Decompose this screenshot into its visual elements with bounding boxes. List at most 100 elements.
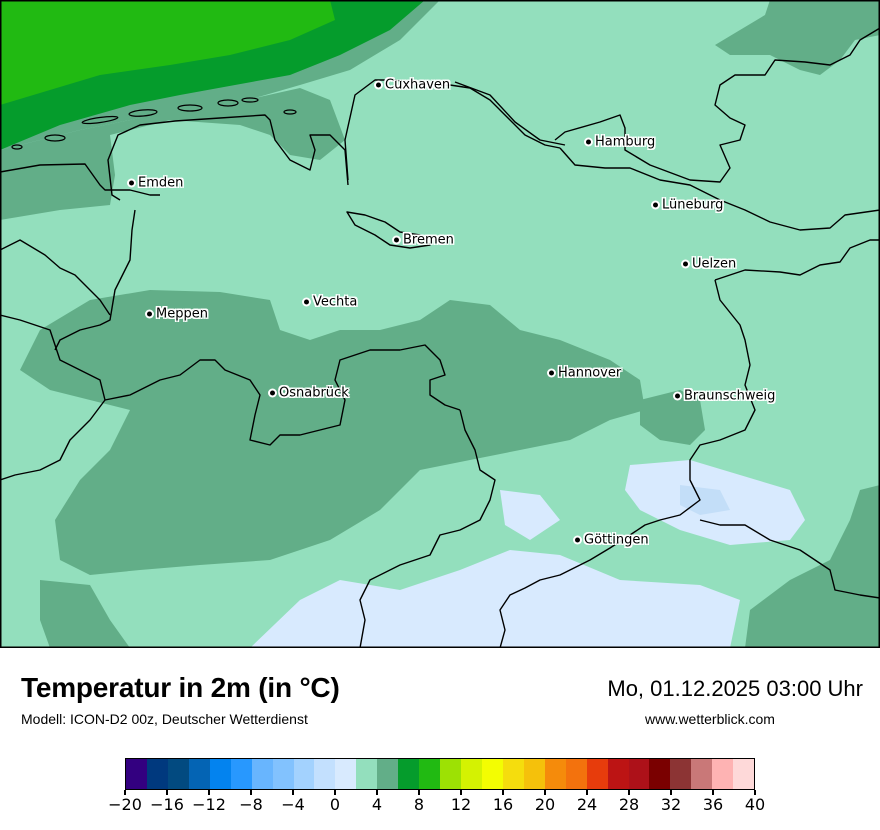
border-nl-north [0,239,111,316]
tick-label: 8 [413,795,425,814]
tick-label: 36 [702,795,724,814]
map-canvas [0,0,880,648]
cold-area-south [250,550,740,648]
tick-mark [166,790,168,795]
tick-mark [628,790,630,795]
city-marker-lueneburg: Lüneburg [653,198,723,213]
cold-core [680,485,730,515]
city-marker-braunschweig: Braunschweig [675,389,775,404]
tick-label: 24 [576,795,598,814]
tick-mark [670,790,672,795]
colorbar-segment [481,759,503,789]
colorbar-segment [691,759,713,789]
colorbar-segment [126,759,147,789]
colorbar-segment [419,759,441,789]
city-label: Cuxhaven [385,77,451,93]
city-label: Lüneburg [662,197,724,213]
city-dot-icon [270,390,275,396]
tick-label: 40 [744,795,766,814]
colorbar-segment [335,759,357,789]
colorbar-segment [607,759,629,789]
southeast-4-6 [745,485,880,648]
tick-label: −8 [239,795,263,814]
colorbar-segment [649,759,671,789]
colorbar-segment [356,759,378,789]
city-dot-icon [575,537,580,543]
city-dot-icon [304,299,309,305]
tick-label: −16 [150,795,184,814]
elbe-river [454,81,566,146]
border-nrw-south [359,409,496,648]
tick-mark [376,790,378,795]
city-marker-hannover: Hannover [549,366,621,381]
border-netherlands [0,314,106,481]
border-nrw [104,344,461,446]
tick-mark [334,790,336,795]
colorbar-segment [544,759,566,789]
colorbar-segment [461,759,482,789]
colorbar-segment [377,759,399,789]
tick-label: 16 [492,795,514,814]
frisian-islands [11,97,297,150]
colorbar-segment [628,759,650,789]
city-marker-vechta: Vechta [304,295,357,310]
city-label: Vechta [313,294,358,310]
tick-mark [544,790,546,795]
city-label: Meppen [156,306,208,322]
tick-mark [124,790,126,795]
state-border-north [554,27,880,183]
southwest-4-6 [40,580,130,648]
city-marker-goettingen: Göttingen [575,533,649,548]
website-label: www.wetterblick.com [645,711,775,727]
tick-label: −12 [192,795,226,814]
city-marker-bremen: Bremen [394,233,454,248]
borders [0,27,880,648]
tick-label: 12 [450,795,472,814]
colorbar-segment [272,759,294,789]
colorbar-segment [188,759,210,789]
tick-mark [250,790,252,795]
state-border-east [579,279,756,566]
city-dot-icon [129,180,134,186]
tick-mark [712,790,714,795]
colorbar-segment [314,759,336,789]
city-dot-icon [394,237,399,243]
sea-band-8-10 [0,0,335,105]
tick-mark [418,790,420,795]
state-border-sachsen-anhalt [714,239,880,281]
city-dot-icon [549,370,554,376]
map-title: Temperatur in 2m (in °C) [21,672,340,703]
tick-label: 32 [660,795,682,814]
city-dot-icon [586,139,591,145]
state-border-mecklenburg [559,147,880,231]
city-marker-osnabrueck: Osnabrück [270,386,349,401]
colorbar-segment [670,759,692,789]
city-label: Bremen [403,232,454,248]
city-label: Osnabrück [279,385,349,401]
inland-4-6 [20,290,645,575]
colorbar-segment [398,759,420,789]
map-frame [0,0,880,648]
city-marker-emden: Emden [129,176,183,191]
colorbar-segment [293,759,315,789]
colorbar-segment [523,759,545,789]
state-border-hessen [499,564,581,648]
city-dot-icon [675,393,680,399]
colorbar-segment [565,759,587,789]
colorbar-segment [586,759,608,789]
tick-mark [460,790,462,795]
forecast-datetime: Mo, 01.12.2025 03:00 Uhr [607,676,863,701]
city-marker-uelzen: Uelzen [683,257,736,272]
colorbar-segment [733,759,755,789]
coastline-east-frisia [107,114,349,201]
city-marker-hamburg: Hamburg [586,135,655,150]
cold-patch [500,490,560,540]
bremen-border [346,211,431,249]
tick-mark [586,790,588,795]
city-marker-meppen: Meppen [147,307,208,322]
city-marker-cuxhaven: Cuxhaven [376,78,450,93]
colorbar-segment [146,759,168,789]
city-label: Uelzen [692,256,737,272]
baltic-4-6 [715,0,880,75]
model-source: Modell: ICON-D2 00z, Deutscher Wetterdie… [21,711,308,727]
